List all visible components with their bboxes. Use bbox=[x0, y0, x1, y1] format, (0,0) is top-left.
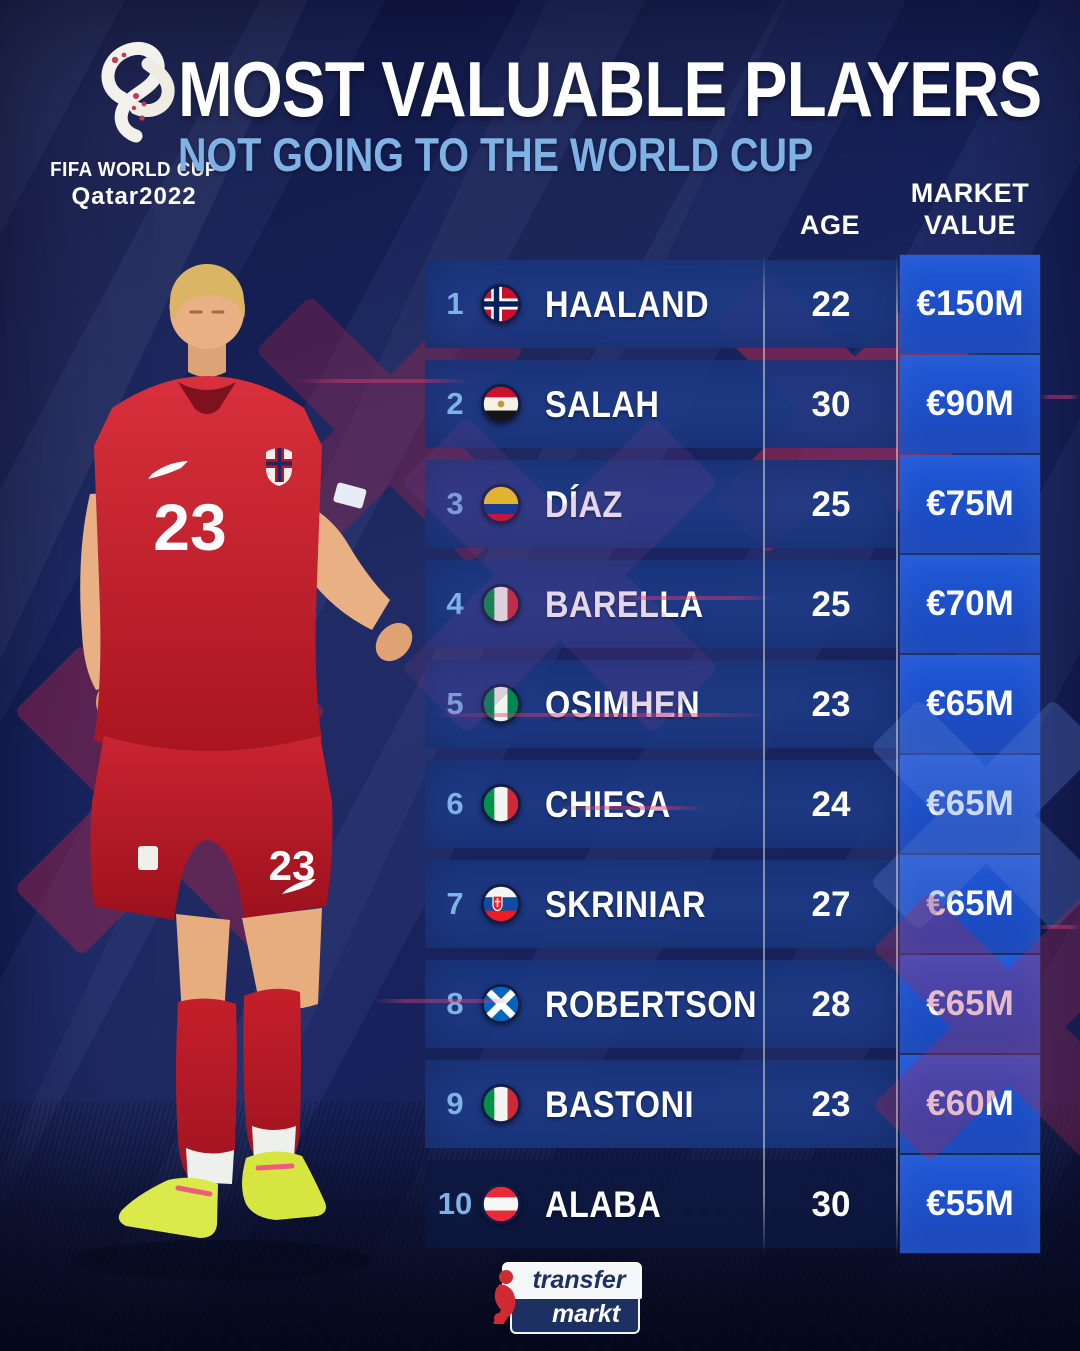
transfermarkt-kicker-icon bbox=[493, 1270, 516, 1324]
player-name: ROBERTSON bbox=[545, 984, 757, 1025]
player-name: BARELLA bbox=[545, 584, 704, 625]
player-age: 30 bbox=[811, 1185, 851, 1224]
x-mark-icon bbox=[10, 640, 330, 960]
market-value-box: €75M bbox=[900, 455, 1040, 553]
market-value-box: €55M bbox=[900, 1155, 1040, 1253]
table-row: 8 ROBERTSON 28 €65M bbox=[425, 955, 1040, 1053]
qatar-2022-emblem-icon bbox=[101, 41, 175, 143]
market-value-box: €150M bbox=[900, 255, 1040, 353]
flag-egypt-icon bbox=[480, 383, 522, 425]
flag-italy-icon bbox=[480, 783, 522, 825]
market-label: MARKET bbox=[910, 178, 1030, 208]
red-streak bbox=[1038, 925, 1080, 929]
rank-label: 4 bbox=[446, 586, 464, 621]
flag-italy-icon bbox=[480, 1083, 522, 1125]
page-title: MOST VALUABLE PLAYERS bbox=[178, 45, 1042, 133]
table-row: 3 DÍAZ 25 €75M bbox=[425, 455, 1040, 553]
player-age: 23 bbox=[811, 1085, 851, 1124]
table-row: 4 BARELLA 25 €70M bbox=[425, 555, 1040, 653]
table-row: 6 CHIESA 24 €65M bbox=[425, 755, 1040, 853]
player-age: 27 bbox=[811, 885, 851, 924]
page-subtitle: NOT GOING TO THE WORLD CUP bbox=[178, 128, 814, 181]
market-value-box: €65M bbox=[900, 855, 1040, 953]
market-value-box: €65M bbox=[900, 955, 1040, 1053]
rank-label: 6 bbox=[446, 786, 464, 821]
rank-label: 1 bbox=[446, 286, 464, 321]
flag-austria-icon bbox=[480, 1183, 522, 1225]
rank-label: 2 bbox=[446, 386, 464, 421]
market-value-box: €65M bbox=[900, 655, 1040, 753]
player-photo-haaland: 23 23 bbox=[70, 263, 413, 1280]
flag-nigeria-icon bbox=[480, 683, 522, 725]
table-row: 5 OSIMHEN 23 €65M bbox=[425, 655, 1040, 753]
player-age: 25 bbox=[811, 485, 851, 524]
qatar-2022-label: Qatar2022 bbox=[71, 183, 197, 210]
flag-slovakia-icon bbox=[480, 883, 522, 925]
player-name: HAALAND bbox=[545, 284, 710, 325]
value-label: VALUE bbox=[923, 209, 1016, 240]
flag-colombia-icon bbox=[480, 483, 522, 525]
player-name: SKRINIAR bbox=[545, 884, 706, 925]
table-row: 10 ALABA 30 €55M bbox=[425, 1155, 1040, 1253]
player-name: OSIMHEN bbox=[545, 684, 701, 725]
player-name: BASTONI bbox=[545, 1084, 695, 1125]
flag-italy-icon bbox=[480, 583, 522, 625]
rank-label: 8 bbox=[446, 986, 464, 1021]
market-value-box: €60M bbox=[900, 1055, 1040, 1153]
player-name: SALAH bbox=[545, 384, 660, 425]
jersey-number-shorts: 23 bbox=[269, 842, 316, 889]
fifa-world-cup-logo: FIFA WORLD CUP Qatar2022 bbox=[44, 34, 224, 211]
player-age: 25 bbox=[811, 585, 851, 624]
rank-label: 10 bbox=[437, 1186, 473, 1221]
red-streak bbox=[1040, 395, 1080, 399]
player-name: DÍAZ bbox=[545, 484, 623, 525]
rank-label: 3 bbox=[446, 486, 464, 521]
player-name: ALABA bbox=[545, 1184, 662, 1225]
market-value-box: €90M bbox=[900, 355, 1040, 453]
transfermarkt-logo: transfer markt bbox=[493, 1262, 642, 1334]
market-value-box: €65M bbox=[900, 755, 1040, 853]
player-age: 23 bbox=[811, 685, 851, 724]
player-age: 24 bbox=[811, 785, 851, 824]
flag-norway-icon bbox=[480, 283, 522, 325]
rank-label: 7 bbox=[446, 886, 464, 921]
player-age: 30 bbox=[811, 385, 851, 424]
fifa-world-cup-label: FIFA WORLD CUP bbox=[50, 159, 218, 181]
market-value-box: €70M bbox=[900, 555, 1040, 653]
player-age: 28 bbox=[811, 985, 851, 1024]
table-row: 9 BASTONI 23 €60M bbox=[425, 1055, 1040, 1153]
player-table: 1 HAALAND 22 €150M 2 SALAH 30 €90M 3 DÍA… bbox=[425, 255, 1040, 1253]
rank-label: 9 bbox=[446, 1086, 464, 1121]
column-header-market-value: MARKET VALUE bbox=[895, 178, 1045, 242]
jersey-number-chest: 23 bbox=[153, 490, 226, 564]
player-name: CHIESA bbox=[545, 784, 671, 825]
rank-label: 5 bbox=[446, 686, 464, 721]
column-header-age: AGE bbox=[799, 210, 860, 240]
table-row: 1 HAALAND 22 €150M bbox=[425, 255, 1040, 353]
player-age: 22 bbox=[811, 285, 851, 324]
table-row: 7 SKRINIAR 27 €65M bbox=[425, 855, 1040, 953]
table-row: 2 SALAH 30 €90M bbox=[425, 355, 1040, 453]
flag-scotland-icon bbox=[480, 983, 522, 1025]
